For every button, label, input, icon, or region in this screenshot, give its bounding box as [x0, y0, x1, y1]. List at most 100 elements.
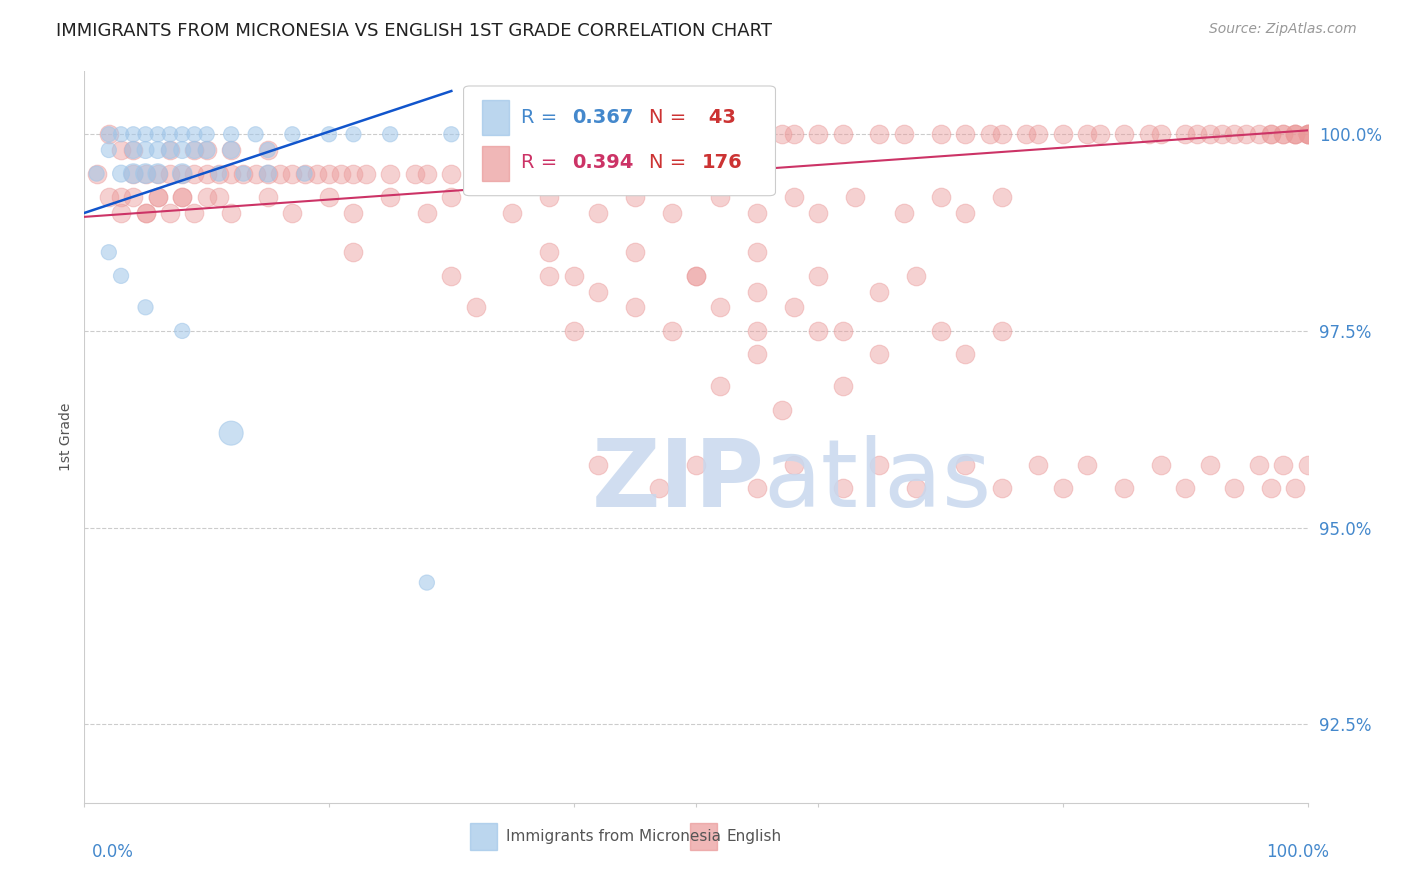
Point	[330, 167, 353, 181]
Point	[146, 190, 169, 204]
Point	[122, 167, 145, 181]
Point	[869, 458, 891, 472]
Point	[135, 128, 157, 142]
Point	[1260, 128, 1282, 142]
Point	[1028, 458, 1050, 472]
Text: English: English	[727, 829, 782, 844]
Point	[747, 324, 769, 338]
Point	[208, 190, 231, 204]
Point	[1260, 481, 1282, 495]
Point	[208, 167, 231, 181]
Bar	[482, 100, 509, 135]
Point	[416, 167, 439, 181]
Point	[464, 167, 486, 181]
Point	[110, 190, 132, 204]
Point	[661, 128, 683, 142]
Point	[404, 167, 426, 181]
Text: 100.0%: 100.0%	[1265, 843, 1329, 861]
Point	[146, 167, 169, 181]
Point	[648, 481, 671, 495]
Point	[172, 167, 194, 181]
Bar	[482, 146, 509, 181]
Point	[1211, 128, 1233, 142]
Point	[281, 206, 304, 220]
Point	[1223, 128, 1246, 142]
Point	[257, 167, 280, 181]
Text: N =: N =	[650, 108, 693, 127]
Point	[135, 167, 157, 181]
Text: 43: 43	[702, 108, 735, 127]
Point	[110, 206, 132, 220]
Point	[1076, 458, 1098, 472]
Point	[257, 167, 280, 181]
Text: 176: 176	[702, 153, 742, 172]
Point	[562, 268, 585, 283]
Point	[1150, 128, 1173, 142]
Point	[893, 128, 915, 142]
Point	[648, 128, 671, 142]
Bar	[470, 822, 496, 850]
Point	[464, 301, 486, 315]
Point	[831, 128, 853, 142]
Point	[97, 190, 120, 204]
Point	[844, 190, 866, 204]
Text: Immigrants from Micronesia: Immigrants from Micronesia	[506, 829, 721, 844]
Point	[135, 167, 157, 181]
Point	[991, 128, 1014, 142]
Point	[1174, 128, 1197, 142]
Point	[219, 143, 242, 157]
Point	[1284, 128, 1306, 142]
Point	[502, 206, 524, 220]
Point	[86, 167, 108, 181]
Point	[318, 167, 340, 181]
Point	[502, 128, 524, 142]
Point	[1052, 481, 1074, 495]
Point	[905, 268, 928, 283]
Point	[195, 167, 218, 181]
Point	[538, 268, 561, 283]
Point	[685, 268, 707, 283]
Point	[1284, 128, 1306, 142]
Point	[1198, 458, 1220, 472]
Point	[380, 167, 402, 181]
Point	[159, 143, 181, 157]
Point	[1076, 128, 1098, 142]
Point	[416, 575, 439, 590]
Point	[685, 458, 707, 472]
Point	[440, 167, 463, 181]
Point	[1052, 128, 1074, 142]
FancyBboxPatch shape	[464, 86, 776, 195]
Point	[110, 143, 132, 157]
Point	[135, 143, 157, 157]
Point	[342, 128, 364, 142]
Point	[1296, 128, 1319, 142]
Point	[172, 324, 194, 338]
Point	[219, 143, 242, 157]
Point	[122, 128, 145, 142]
Point	[953, 347, 976, 361]
Point	[122, 143, 145, 157]
Text: 0.0%: 0.0%	[91, 843, 134, 861]
Point	[195, 143, 218, 157]
Point	[624, 190, 647, 204]
Point	[172, 143, 194, 157]
Point	[172, 190, 194, 204]
Point	[831, 379, 853, 393]
Point	[747, 285, 769, 299]
Point	[929, 128, 952, 142]
Point	[953, 206, 976, 220]
Point	[440, 128, 463, 142]
Point	[807, 128, 830, 142]
Point	[110, 268, 132, 283]
Point	[294, 167, 316, 181]
Point	[318, 128, 340, 142]
Point	[709, 190, 731, 204]
Point	[1236, 128, 1258, 142]
Point	[807, 324, 830, 338]
Point	[1137, 128, 1160, 142]
Point	[770, 402, 793, 417]
Point	[183, 167, 205, 181]
Point	[281, 128, 304, 142]
Point	[685, 268, 707, 283]
Point	[1296, 128, 1319, 142]
